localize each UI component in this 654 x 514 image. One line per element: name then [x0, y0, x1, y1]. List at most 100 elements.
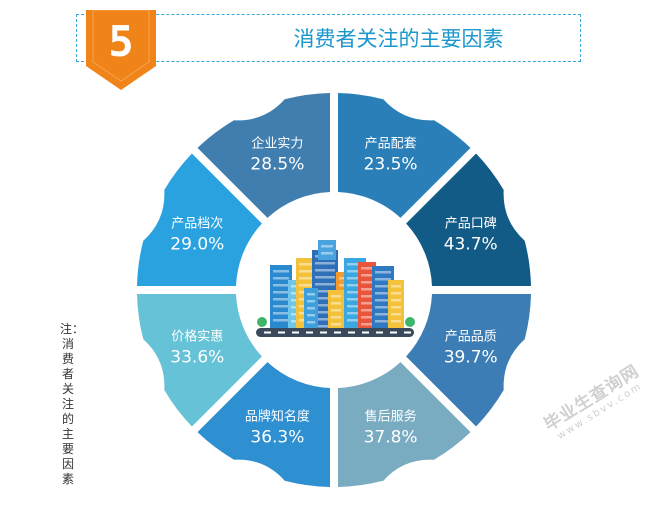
building-windows [375, 285, 391, 288]
title-box: 消费者关注的主要因素 [76, 14, 581, 62]
building-windows [299, 263, 313, 266]
building-windows [375, 313, 391, 316]
building-windows [315, 297, 335, 300]
building [388, 280, 404, 330]
building-windows [347, 284, 363, 287]
road-marking [390, 331, 397, 334]
building-windows [331, 302, 341, 305]
ring-segment [197, 362, 330, 487]
building-windows [347, 277, 363, 280]
building-windows [331, 323, 341, 326]
building-windows [361, 267, 373, 270]
road-marking [292, 331, 299, 334]
building-windows [299, 270, 313, 273]
ring-segment [137, 294, 262, 427]
building-windows [273, 270, 289, 273]
city-illustration [256, 240, 415, 337]
building-windows [391, 306, 401, 309]
building-windows [361, 288, 373, 291]
segment-name-label: 售后服务 [365, 409, 417, 425]
building-windows [361, 323, 373, 326]
segment-name-label: 产品口碑 [445, 215, 497, 231]
tree-icon [257, 317, 267, 327]
building-windows [391, 320, 401, 323]
badge-shape [86, 10, 156, 90]
building [358, 262, 376, 330]
segment-name-label: 产品档次 [171, 215, 223, 231]
building-windows [375, 278, 391, 281]
building [328, 290, 344, 330]
segment-value-label: 29.0% [170, 234, 224, 254]
building-windows [375, 292, 391, 295]
building-windows [299, 284, 313, 287]
building [318, 240, 336, 260]
number-badge [86, 10, 156, 90]
building-windows [361, 295, 373, 298]
building-windows [307, 293, 315, 296]
building-windows [321, 252, 333, 255]
building-windows [347, 291, 363, 294]
building-windows [347, 270, 363, 273]
road-marking [264, 331, 271, 334]
building-windows [331, 309, 341, 312]
building-windows [307, 314, 315, 317]
building-windows [375, 299, 391, 302]
segment-name-label: 企业实力 [251, 135, 303, 151]
building-windows [315, 311, 335, 314]
road-marking [334, 331, 341, 334]
segment-name-label: 产品配套 [365, 135, 417, 151]
building-windows [273, 305, 289, 308]
building-windows [391, 313, 401, 316]
ring-segment [338, 362, 471, 487]
building-windows [315, 276, 335, 279]
building-windows [347, 312, 363, 315]
building-windows [361, 316, 373, 319]
building-windows [315, 283, 335, 286]
building-windows [347, 305, 363, 308]
segment-value-label: 36.3% [250, 428, 304, 448]
road-marking [404, 331, 411, 334]
segment-value-label: 28.5% [250, 154, 304, 174]
segment-value-label: 39.7% [444, 348, 498, 368]
building [304, 288, 318, 330]
building-windows [315, 325, 335, 328]
badge-number: 5 [108, 17, 134, 66]
building-windows [361, 309, 373, 312]
segment-value-label: 23.5% [364, 154, 418, 174]
building-windows [315, 318, 335, 321]
page-title: 消费者关注的主要因素 [293, 27, 504, 51]
building-windows [315, 262, 335, 265]
building-windows [361, 274, 373, 277]
segment-value-label: 33.6% [170, 348, 224, 368]
segment-name-label: 价格实惠 [171, 329, 223, 345]
ring-segment [137, 153, 262, 286]
building-windows [273, 312, 289, 315]
building-windows [307, 300, 315, 303]
building-windows [331, 316, 341, 319]
building-windows [315, 269, 335, 272]
building-windows [273, 298, 289, 301]
building-windows [299, 277, 313, 280]
segment-name-label: 产品品质 [445, 330, 497, 345]
road-marking [278, 331, 285, 334]
ring-segment [406, 294, 531, 427]
ring-segment [338, 93, 471, 218]
road-marking [348, 331, 355, 334]
building-windows [361, 302, 373, 305]
ring-segment [406, 153, 531, 286]
building-windows [273, 277, 289, 280]
building-windows [273, 319, 289, 322]
ring-segments: 产品配套 23.5% 产品口碑 43.7% 产品品质 39.7% 售后服务 37.8% 品牌知名… [137, 93, 531, 487]
segment-name-label: 品牌知名度 [245, 409, 310, 425]
building-windows [331, 295, 341, 298]
road-marking [362, 331, 369, 334]
tree-icon [405, 317, 415, 327]
segment-value-label: 37.8% [364, 428, 418, 448]
chart-note: 注：消费者关注的主要因素 [60, 322, 85, 486]
building-windows [273, 291, 289, 294]
building-windows [315, 304, 335, 307]
building-windows [375, 306, 391, 309]
building-windows [307, 307, 315, 310]
building-windows [321, 245, 333, 248]
